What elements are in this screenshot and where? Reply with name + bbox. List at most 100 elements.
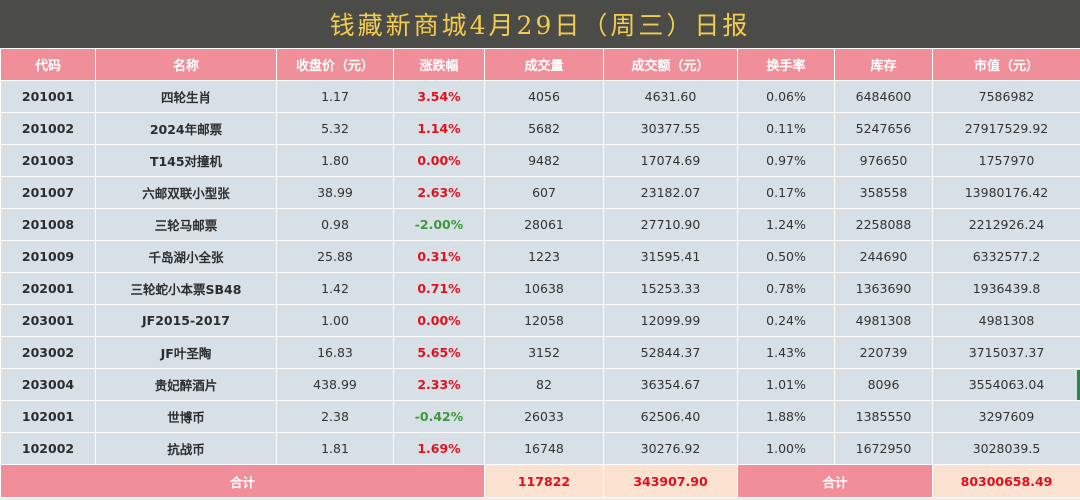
- cell-turnover: 1.00%: [737, 432, 835, 465]
- cell-name: 抗战币: [95, 432, 277, 465]
- cell-turnover: 0.06%: [737, 80, 835, 113]
- cell-close: 438.99: [276, 368, 394, 401]
- cell-name: 2024年邮票: [95, 112, 277, 145]
- col-header-amount: 成交额（元）: [603, 48, 738, 81]
- cell-name: T145对撞机: [95, 144, 277, 177]
- cell-code: 201001: [0, 80, 96, 113]
- table-row: 201007 六邮双联小型张 38.99 2.63% 607 23182.07 0.17% 3…: [0, 176, 1080, 209]
- table-row: 201009 千岛湖小全张 25.88 0.31% 1223 31595.41 0.50% 2…: [0, 240, 1080, 273]
- cell-code: 201008: [0, 208, 96, 241]
- cell-name: JF叶圣陶: [95, 336, 277, 369]
- cell-stock: 244690: [834, 240, 933, 273]
- cell-close: 1.17: [276, 80, 394, 113]
- cell-amount: 62506.40: [603, 400, 738, 433]
- cell-stock: 358558: [834, 176, 933, 209]
- cell-code: 102002: [0, 432, 96, 465]
- cell-amount: 36354.67: [603, 368, 738, 401]
- cell-turnover: 1.24%: [737, 208, 835, 241]
- col-header-cap: 市值（元）: [932, 48, 1080, 81]
- cell-stock: 976650: [834, 144, 933, 177]
- title-bar: 钱藏新商城4月29日（周三）日报: [0, 0, 1080, 48]
- cell-turnover: 0.24%: [737, 304, 835, 337]
- cell-code: 203002: [0, 336, 96, 369]
- cell-change: 1.14%: [393, 112, 485, 145]
- cell-code: 203001: [0, 304, 96, 337]
- cell-change: 2.33%: [393, 368, 485, 401]
- cell-code: 202001: [0, 272, 96, 305]
- col-header-change: 涨跌幅: [393, 48, 485, 81]
- cell-change: 0.71%: [393, 272, 485, 305]
- cell-change: -0.42%: [393, 400, 485, 433]
- cell-turnover: 1.43%: [737, 336, 835, 369]
- cell-market-cap: 2212926.24: [932, 208, 1080, 241]
- cell-close: 5.32: [276, 112, 394, 145]
- cell-change: -2.00%: [393, 208, 485, 241]
- report-title: 钱藏新商城4月29日（周三）日报: [329, 11, 751, 40]
- cell-market-cap: 27917529.92: [932, 112, 1080, 145]
- cell-change: 2.63%: [393, 176, 485, 209]
- table-row: 201008 三轮马邮票 0.98 -2.00% 28061 27710.90 1.24% 2…: [0, 208, 1080, 241]
- cell-market-cap: 1936439.8: [932, 272, 1080, 305]
- cell-market-cap: 3715037.37: [932, 336, 1080, 369]
- table-row: 202001 三轮蛇小本票SB48 1.42 0.71% 10638 15253.33 0.…: [0, 272, 1080, 305]
- table-row: 203004 贵妃醉酒片 438.99 2.33% 82 36354.67 1.01% 809…: [0, 368, 1080, 401]
- cell-market-cap: 13980176.42: [932, 176, 1080, 209]
- cell-volume: 16748: [484, 432, 604, 465]
- cell-close: 1.81: [276, 432, 394, 465]
- cell-change: 1.69%: [393, 432, 485, 465]
- cell-market-cap: 3554063.04: [932, 368, 1080, 401]
- col-header-name: 名称: [95, 48, 277, 81]
- cell-stock: 5247656: [834, 112, 933, 145]
- cell-stock: 4981308: [834, 304, 933, 337]
- cell-close: 1.00: [276, 304, 394, 337]
- cell-amount: 23182.07: [603, 176, 738, 209]
- cell-market-cap: 7586982: [932, 80, 1080, 113]
- cell-name: 世博币: [95, 400, 277, 433]
- cell-name: 四轮生肖: [95, 80, 277, 113]
- cell-close: 2.38: [276, 400, 394, 433]
- cell-amount: 17074.69: [603, 144, 738, 177]
- cell-stock: 220739: [834, 336, 933, 369]
- cell-turnover: 0.78%: [737, 272, 835, 305]
- cell-close: 38.99: [276, 176, 394, 209]
- cell-amount: 12099.99: [603, 304, 738, 337]
- cell-change: 0.00%: [393, 304, 485, 337]
- cell-code: 201009: [0, 240, 96, 273]
- totals-label-left: 合计: [0, 464, 485, 498]
- cell-amount: 4631.60: [603, 80, 738, 113]
- cell-code: 201002: [0, 112, 96, 145]
- table-row: 201003 T145对撞机 1.80 0.00% 9482 17074.69 0.97% 9…: [0, 144, 1080, 177]
- cell-stock: 6484600: [834, 80, 933, 113]
- cell-volume: 4056: [484, 80, 604, 113]
- cell-market-cap: 3297609: [932, 400, 1080, 433]
- cell-turnover: 0.97%: [737, 144, 835, 177]
- header-row: 代码 名称 收盘价（元） 涨跌幅 成交量 成交额（元） 换手率 库存 市值（元）: [0, 48, 1080, 81]
- totals-row: 合计 117822 343907.90 合计 80300658.49: [0, 464, 1080, 498]
- cell-volume: 1223: [484, 240, 604, 273]
- total-market-cap: 80300658.49: [932, 464, 1080, 498]
- cell-amount: 31595.41: [603, 240, 738, 273]
- col-header-volume: 成交量: [484, 48, 604, 81]
- table-row: 201001 四轮生肖 1.17 3.54% 4056 4631.60 0.06% 64846…: [0, 80, 1080, 113]
- cell-volume: 82: [484, 368, 604, 401]
- cell-turnover: 0.17%: [737, 176, 835, 209]
- cell-name: 三轮蛇小本票SB48: [95, 272, 277, 305]
- cell-volume: 9482: [484, 144, 604, 177]
- cell-volume: 10638: [484, 272, 604, 305]
- cell-stock: 1363690: [834, 272, 933, 305]
- cell-turnover: 0.50%: [737, 240, 835, 273]
- col-header-close: 收盘价（元）: [276, 48, 394, 81]
- cell-code: 201003: [0, 144, 96, 177]
- cell-volume: 5682: [484, 112, 604, 145]
- totals-label-right: 合计: [737, 464, 933, 498]
- cell-turnover: 1.01%: [737, 368, 835, 401]
- cell-market-cap: 4981308: [932, 304, 1080, 337]
- scroll-edge-marker: [1077, 370, 1080, 400]
- cell-close: 0.98: [276, 208, 394, 241]
- daily-report-table: 代码 名称 收盘价（元） 涨跌幅 成交量 成交额（元） 换手率 库存 市值（元）…: [0, 48, 1080, 498]
- col-header-code: 代码: [0, 48, 96, 81]
- cell-change: 3.54%: [393, 80, 485, 113]
- cell-name: 六邮双联小型张: [95, 176, 277, 209]
- cell-volume: 3152: [484, 336, 604, 369]
